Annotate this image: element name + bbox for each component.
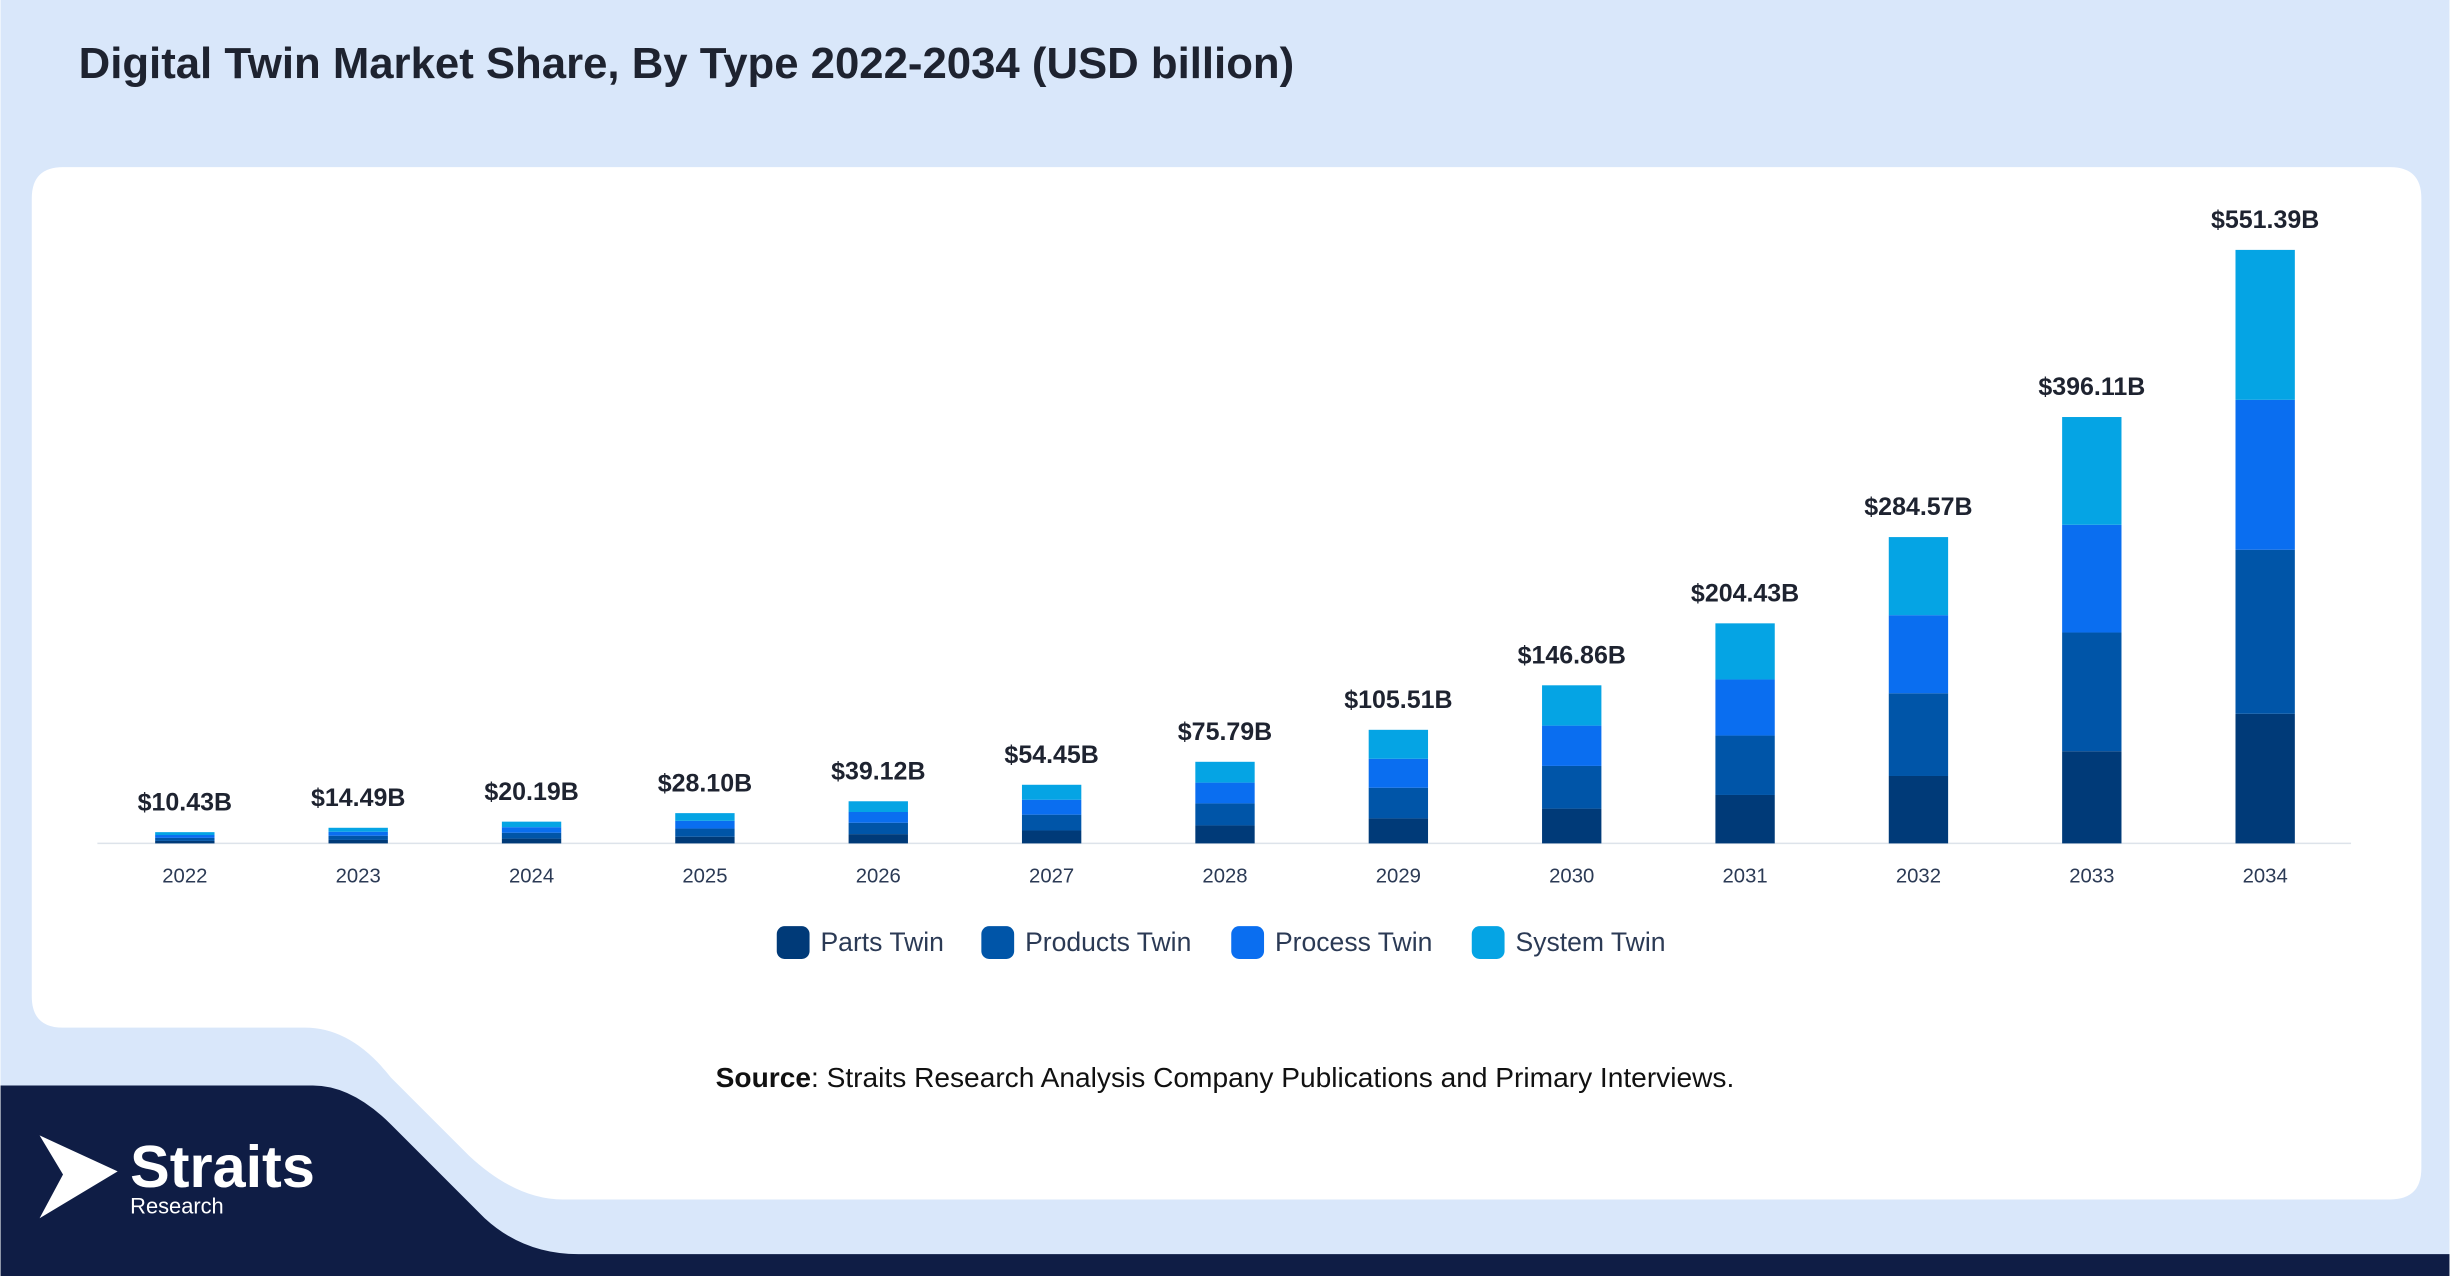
bar-segment xyxy=(1888,615,1949,694)
total-label: $551.39B xyxy=(2211,206,2319,234)
bar-segment xyxy=(328,839,388,844)
legend-swatch xyxy=(981,926,1015,959)
legend-label: System Twin xyxy=(1515,927,1665,957)
legend-label: Products Twin xyxy=(1025,927,1191,957)
total-label: $396.11B xyxy=(2038,373,2145,401)
x-tick-label: 2022 xyxy=(162,865,207,887)
total-label: $146.86B xyxy=(1518,641,1626,669)
footer-band xyxy=(0,1085,2450,1276)
x-tick-label: 2023 xyxy=(336,865,381,887)
bar-segment xyxy=(1195,782,1255,804)
bar-segment xyxy=(675,828,735,837)
bar-segment xyxy=(1195,825,1255,844)
source-text: : Straits Research Analysis Company Publ… xyxy=(811,1062,1734,1093)
bar-segment xyxy=(1195,803,1255,826)
logo-name: Straits xyxy=(130,1133,315,1200)
chart-title: Digital Twin Market Share, By Type 2022-… xyxy=(79,39,1295,88)
bar-segment xyxy=(1888,693,1949,776)
total-label: $54.45B xyxy=(1004,741,1098,769)
bar-segment xyxy=(501,821,562,828)
bar-segment xyxy=(501,832,562,839)
bar-segment xyxy=(675,813,735,821)
total-label: $20.19B xyxy=(484,778,578,806)
bar-segment xyxy=(1542,808,1602,844)
bar-segment xyxy=(2062,632,2122,752)
bar-segment xyxy=(155,832,215,836)
total-label: $28.10B xyxy=(658,769,752,797)
bar-segment xyxy=(848,822,908,835)
bar-segment xyxy=(155,837,215,841)
x-tick-label: 2024 xyxy=(509,865,554,887)
x-tick-label: 2029 xyxy=(1376,865,1421,887)
total-label: $10.43B xyxy=(138,788,232,816)
bar-segment xyxy=(328,835,388,840)
bar-segment xyxy=(1021,830,1082,844)
x-tick-label: 2028 xyxy=(1202,865,1247,887)
x-tick-label: 2033 xyxy=(2069,865,2114,887)
bar-segment xyxy=(675,836,735,844)
x-tick-label: 2027 xyxy=(1029,865,1074,887)
total-label: $14.49B xyxy=(311,784,405,812)
bar-segment xyxy=(1368,787,1429,819)
x-tick-label: 2031 xyxy=(1723,865,1768,887)
bar-segment xyxy=(1542,765,1602,809)
bar-segment xyxy=(1368,758,1429,788)
bar-segment xyxy=(1021,814,1082,831)
legend-swatch xyxy=(776,926,810,959)
bar-segment xyxy=(501,838,562,844)
x-tick-label: 2025 xyxy=(682,865,727,887)
bar-segment xyxy=(1368,818,1429,844)
bar-segment xyxy=(848,834,908,844)
total-label: $204.43B xyxy=(1691,579,1799,607)
source-label: Source xyxy=(716,1062,811,1093)
bar-segment xyxy=(1715,794,1775,844)
x-tick-label: 2030 xyxy=(1549,865,1594,887)
legend-swatch xyxy=(1231,926,1265,959)
bar-segment xyxy=(501,827,562,833)
bar-segment xyxy=(1542,725,1602,766)
bar-segment xyxy=(2062,417,2122,525)
bar-segment xyxy=(848,801,908,813)
bar-segment xyxy=(155,840,215,844)
bar-segment xyxy=(328,827,388,832)
card xyxy=(31,167,2422,1200)
bar-segment xyxy=(1715,735,1775,795)
bar-segment xyxy=(2235,713,2295,844)
source: Source: Straits Research Analysis Compan… xyxy=(716,1062,1735,1093)
bar-segment xyxy=(1888,775,1949,844)
x-tick-label: 2034 xyxy=(2243,865,2288,887)
x-tick-label: 2032 xyxy=(1896,865,1941,887)
bar-segment xyxy=(1021,784,1082,800)
bar-segment xyxy=(2235,549,2295,714)
bar-segment xyxy=(2062,524,2122,633)
bar-segment xyxy=(2062,751,2122,844)
total-label: $105.51B xyxy=(1344,686,1452,714)
bar-segment xyxy=(1715,679,1775,736)
total-label: $39.12B xyxy=(831,757,925,785)
bar-segment xyxy=(848,812,908,823)
bar-segment xyxy=(675,820,735,829)
bar-segment xyxy=(1888,537,1949,616)
logo-icon xyxy=(39,1135,118,1219)
total-label: $75.79B xyxy=(1178,718,1272,746)
logo-subtitle: Research xyxy=(130,1194,224,1219)
bar-segment xyxy=(328,831,388,836)
bar-segment xyxy=(1542,685,1602,726)
bar-segment xyxy=(1195,761,1255,783)
bar-segment xyxy=(2235,249,2295,400)
legend-swatch xyxy=(1471,926,1505,959)
legend-label: Parts Twin xyxy=(820,927,943,957)
bar-segment xyxy=(2235,399,2295,550)
bar-segment xyxy=(1715,623,1775,680)
legend-label: Process Twin xyxy=(1275,927,1432,957)
bar-segment xyxy=(1368,729,1429,759)
bar-segment xyxy=(1021,799,1082,815)
total-label: $284.57B xyxy=(1864,493,1972,521)
bar-segment xyxy=(155,835,215,838)
x-tick-label: 2026 xyxy=(856,865,901,887)
